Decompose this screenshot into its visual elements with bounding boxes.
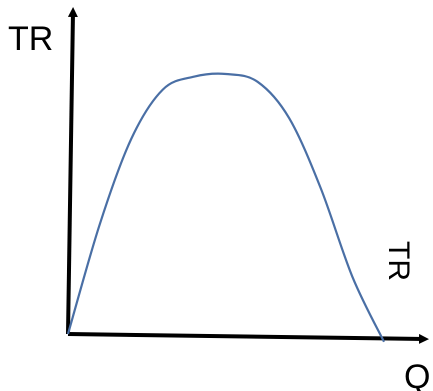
x-axis — [67, 332, 429, 344]
series-label-tr: TR — [382, 241, 415, 281]
series-line-tr — [66, 72, 385, 343]
x-axis-label: Q — [404, 358, 430, 391]
y-axis-label: TR — [8, 20, 53, 58]
y-axis — [66, 7, 78, 335]
